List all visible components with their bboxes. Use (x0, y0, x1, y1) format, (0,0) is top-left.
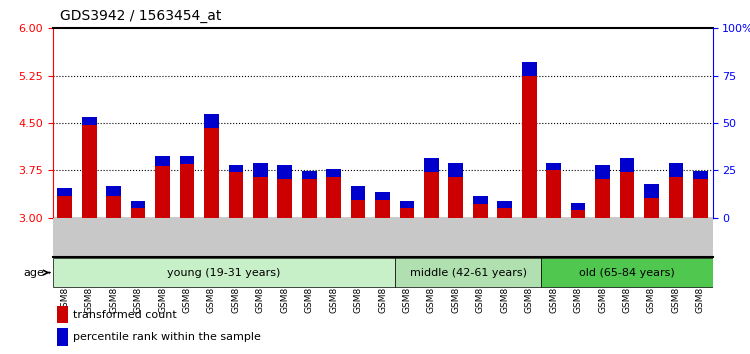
Bar (278, 178, 292, 218)
Bar (375, 193, 390, 200)
Bar (596, 165, 610, 178)
Bar (375, 200, 390, 218)
Bar (58, 188, 72, 196)
Bar (424, 158, 439, 172)
Bar (620, 172, 634, 218)
Bar (57, 306, 68, 323)
Bar (620, 158, 634, 172)
Bar (400, 208, 414, 218)
Bar (179, 156, 194, 164)
Bar (668, 177, 683, 218)
Bar (668, 163, 683, 177)
Bar (253, 163, 268, 177)
Bar (106, 186, 121, 196)
Bar (596, 178, 610, 218)
Bar (302, 178, 316, 218)
Bar (394, 258, 542, 287)
Bar (229, 165, 243, 172)
Bar (57, 328, 68, 346)
Bar (497, 208, 512, 218)
Bar (53, 258, 394, 287)
Bar (473, 196, 488, 204)
Bar (326, 169, 341, 177)
Bar (546, 170, 561, 218)
Bar (424, 172, 439, 218)
Bar (253, 177, 268, 218)
Bar (571, 202, 586, 210)
Bar (497, 201, 512, 208)
Bar (155, 166, 170, 218)
Bar (302, 171, 316, 178)
Bar (542, 258, 712, 287)
Bar (693, 171, 707, 178)
Bar (130, 201, 146, 208)
Bar (693, 178, 707, 218)
Bar (473, 204, 488, 218)
Bar (448, 163, 464, 177)
Bar (546, 163, 561, 170)
Bar (106, 196, 121, 218)
Bar (82, 117, 97, 125)
Text: age: age (23, 268, 50, 278)
Bar (155, 156, 170, 166)
Text: transformed count: transformed count (73, 310, 176, 320)
Bar (522, 76, 536, 218)
Bar (644, 184, 658, 198)
Bar (204, 114, 219, 128)
Bar (326, 177, 341, 218)
Text: old (65-84 years): old (65-84 years) (579, 268, 675, 278)
Bar (58, 196, 72, 218)
Bar (204, 128, 219, 218)
Bar (522, 62, 536, 76)
Bar (400, 201, 414, 208)
Bar (351, 200, 365, 218)
Bar (571, 210, 586, 218)
Bar (448, 177, 464, 218)
Bar (229, 172, 243, 218)
Bar (179, 164, 194, 218)
Text: percentile rank within the sample: percentile rank within the sample (73, 332, 261, 342)
Bar (351, 186, 365, 200)
Text: middle (42-61 years): middle (42-61 years) (410, 268, 526, 278)
Text: young (19-31 years): young (19-31 years) (167, 268, 280, 278)
Bar (82, 125, 97, 218)
Bar (278, 165, 292, 178)
Bar (130, 208, 146, 218)
Text: GDS3942 / 1563454_at: GDS3942 / 1563454_at (60, 9, 221, 23)
Bar (644, 198, 658, 218)
